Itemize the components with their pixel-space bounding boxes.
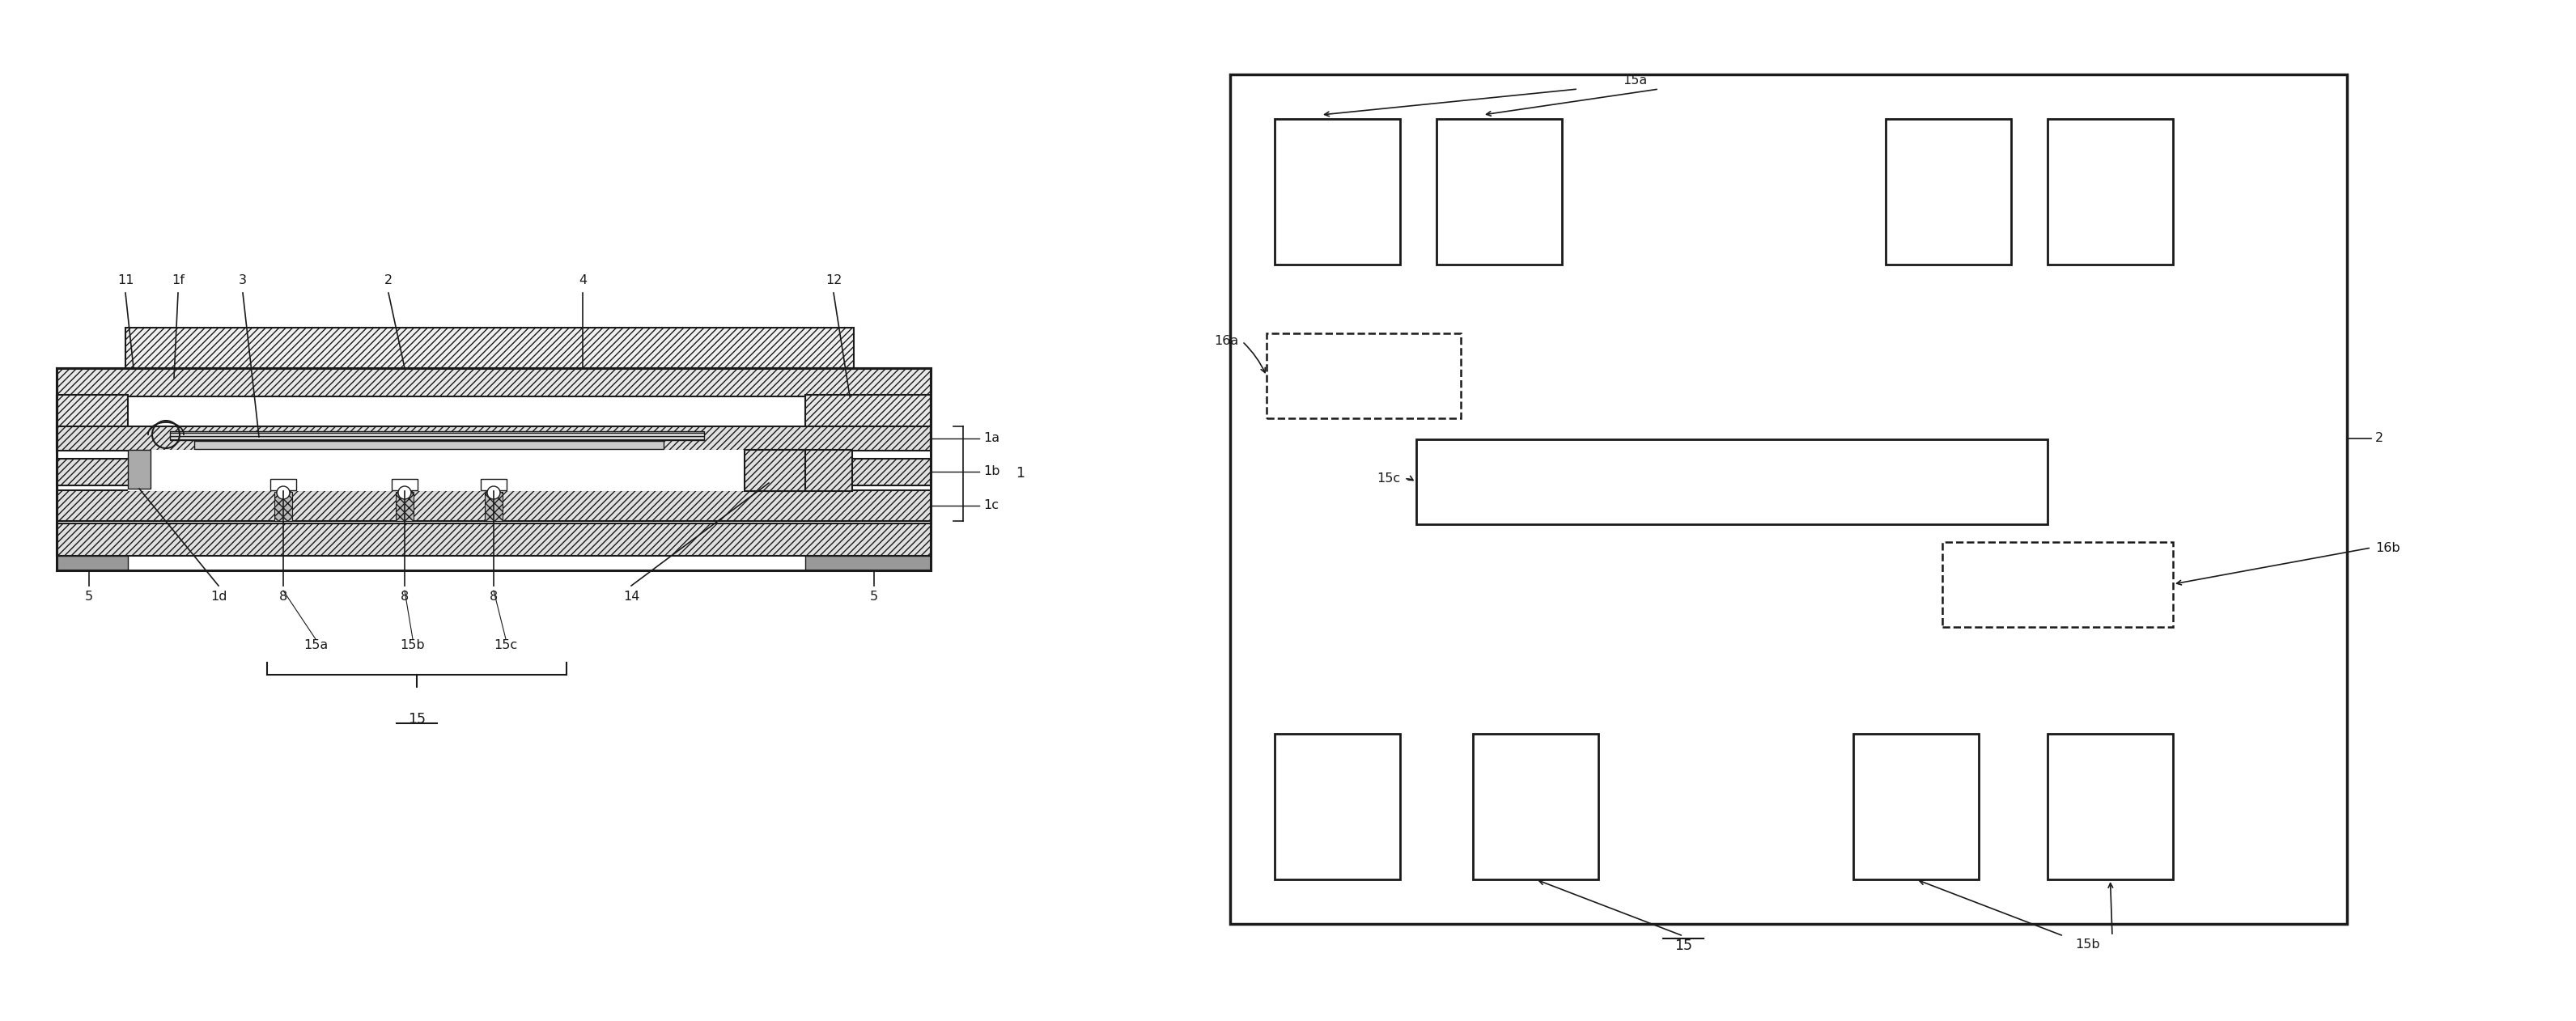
Bar (57, 458, 930, 485)
Bar (392, 479, 417, 490)
Text: 8: 8 (489, 590, 497, 602)
Bar (1942, 542, 2174, 627)
Bar (1417, 440, 2048, 525)
Bar (1886, 118, 2012, 264)
Bar (484, 492, 502, 521)
Text: 1b: 1b (984, 466, 999, 478)
Bar (170, 431, 703, 440)
Text: 11: 11 (116, 275, 134, 287)
Bar (57, 490, 930, 521)
Text: 15: 15 (407, 712, 425, 727)
Text: 15b: 15b (2076, 938, 2099, 951)
Bar (57, 524, 930, 555)
Bar (57, 395, 129, 431)
Bar (1437, 118, 1561, 264)
Bar (2048, 118, 2174, 264)
Bar (1852, 734, 1978, 879)
Bar (806, 395, 930, 431)
Bar (57, 369, 930, 396)
Bar (750, 450, 853, 491)
Bar (744, 450, 806, 491)
Text: 15c: 15c (1376, 473, 1401, 485)
Circle shape (399, 486, 412, 499)
Text: 16b: 16b (2375, 542, 2401, 553)
Bar (126, 328, 853, 370)
Bar (806, 555, 930, 571)
Text: 2: 2 (2375, 433, 2383, 444)
Text: 5: 5 (871, 590, 878, 602)
Text: 15b: 15b (399, 639, 425, 651)
Bar (397, 492, 415, 521)
Text: 8: 8 (278, 590, 289, 602)
Text: 1a: 1a (984, 433, 999, 444)
Bar (1231, 75, 2347, 924)
Bar (2048, 734, 2174, 879)
Text: 15a: 15a (1623, 75, 1646, 87)
Text: 15: 15 (1674, 938, 1692, 953)
Text: 4: 4 (580, 275, 587, 287)
Bar (57, 555, 129, 571)
Text: 2: 2 (384, 275, 392, 287)
Bar (193, 441, 665, 449)
Text: 1d: 1d (211, 590, 227, 602)
Bar (1275, 118, 1401, 264)
Bar (129, 450, 747, 491)
Circle shape (487, 486, 500, 499)
Text: 15c: 15c (495, 639, 518, 651)
Bar (57, 427, 930, 450)
Text: 5: 5 (85, 590, 93, 602)
Text: 1f: 1f (173, 275, 185, 287)
Text: 8: 8 (399, 590, 410, 602)
Bar (1267, 334, 1461, 419)
Bar (482, 479, 507, 490)
Text: 16a: 16a (1213, 335, 1239, 347)
Text: 14: 14 (623, 590, 639, 602)
Text: 1c: 1c (984, 499, 999, 512)
Bar (129, 450, 149, 489)
Circle shape (276, 486, 289, 499)
Bar (1473, 734, 1597, 879)
Text: 15a: 15a (304, 639, 327, 651)
Text: 12: 12 (824, 275, 842, 287)
Text: 3: 3 (240, 275, 247, 287)
Bar (1275, 734, 1401, 879)
Bar (270, 479, 296, 490)
Text: 1: 1 (1015, 467, 1025, 481)
Bar (276, 492, 291, 521)
